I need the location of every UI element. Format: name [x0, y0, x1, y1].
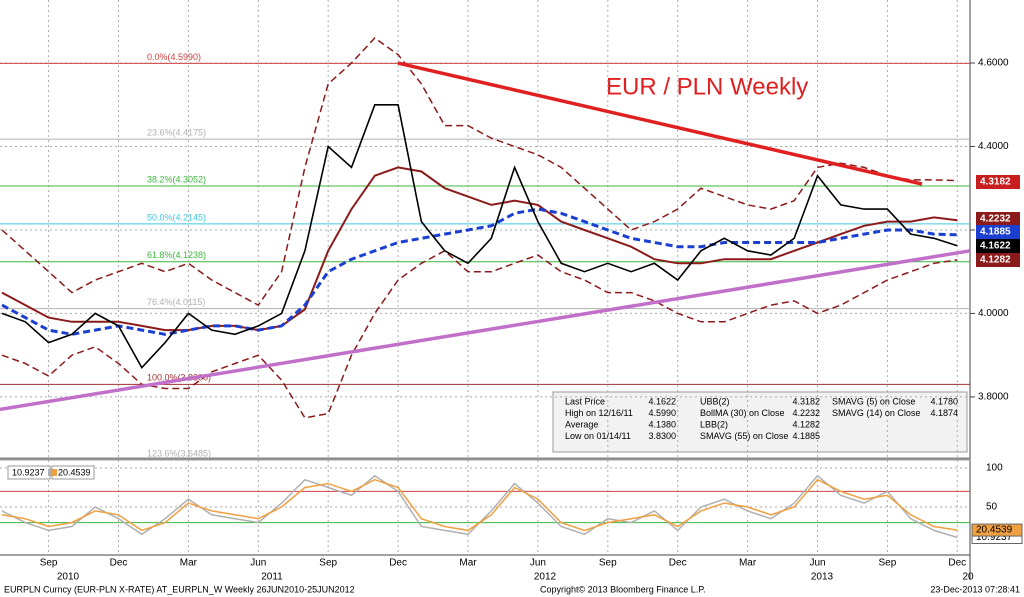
legend-label: 20.4539: [58, 467, 91, 477]
legend-value: 4.1282: [792, 419, 820, 429]
fib-label: 38.2%(4.3052): [147, 174, 206, 184]
y-tick-label: 4.4000: [978, 141, 1009, 152]
x-tick-label: Mar: [459, 558, 477, 569]
value-box: [976, 212, 1020, 226]
legend-label: LBB(2): [700, 419, 728, 429]
legend-label: Average: [565, 419, 598, 429]
value-box-label: 4.1282: [980, 255, 1011, 266]
x-tick-label: Sep: [319, 558, 337, 569]
series-line: [1, 37, 958, 307]
legend-value: 4.1874: [930, 408, 958, 418]
x-tick-label: Sep: [599, 558, 617, 569]
y-tick-label: 4.6000: [978, 58, 1009, 69]
footer-right: 23-Dec-2013 07:28:41: [930, 584, 1020, 594]
x-tick-label: Jun: [250, 558, 266, 569]
fib-label: 100.0%(3.8300): [147, 373, 211, 383]
legend-value: 4.1622: [648, 396, 676, 406]
year-label: 2012: [534, 572, 557, 583]
value-box-label: 20.4539: [976, 525, 1013, 536]
year-label: 20: [962, 572, 974, 583]
legend-value: 4.1780: [930, 396, 958, 406]
oscillator-line: [1, 478, 958, 532]
chart-title: EUR / PLN Weekly: [606, 73, 808, 100]
x-tick-label: Mar: [739, 558, 757, 569]
fib-label: 23.6%(4.4175): [147, 128, 206, 138]
year-label: 2011: [261, 572, 283, 583]
value-box: [976, 175, 1020, 189]
legend-label: Last Price: [565, 396, 605, 406]
value-box: [976, 225, 1020, 239]
y-tick-label: 100: [986, 463, 1003, 474]
x-tick-label: Dec: [948, 558, 966, 569]
footer-left: EURPLN Curncy (EUR-PLN X-RATE) AT_EURPLN…: [4, 584, 355, 594]
x-tick-label: Jun: [530, 558, 546, 569]
value-box: [976, 253, 1020, 267]
value-box: [971, 523, 1023, 537]
value-box: [976, 239, 1020, 253]
legend-label: BollMA (30) on Close: [700, 408, 785, 418]
x-tick-label: Sep: [879, 558, 897, 569]
legend-value: 3.8300: [648, 431, 676, 441]
value-box-label: 4.1885: [980, 227, 1011, 238]
y-tick-label: 3.8000: [978, 392, 1009, 403]
legend-label: SMAVG (55) on Close: [700, 431, 788, 441]
legend-swatch: [52, 469, 57, 476]
legend-value: 4.3182: [792, 396, 820, 406]
legend-value: 4.2232: [792, 408, 820, 418]
trend-line: [0, 249, 971, 412]
x-tick-label: Jun: [809, 558, 825, 569]
trend-line: [397, 61, 923, 186]
year-label: 2013: [811, 572, 834, 583]
series-line: [1, 207, 958, 336]
x-tick-label: Dec: [110, 558, 128, 569]
legend-label: SMAVG (14) on Close: [832, 408, 920, 418]
series-line: [1, 249, 958, 419]
x-tick-label: Mar: [180, 558, 198, 569]
legend-label: 10.9237: [12, 467, 45, 477]
legend-label: High on 12/16/11: [565, 408, 633, 418]
legend-swatch: [48, 469, 53, 476]
value-box-label: 4.2232: [980, 214, 1011, 225]
series-line: [1, 166, 958, 332]
value-box-label: 10.9237: [976, 532, 1013, 543]
legend-value: 4.1885: [792, 431, 820, 441]
x-tick-label: Dec: [669, 558, 687, 569]
legend-value: 4.5990: [648, 408, 676, 418]
value-box-label: 4.1622: [980, 241, 1011, 252]
legend-box: [552, 391, 968, 453]
x-tick-label: Sep: [40, 558, 58, 569]
fib-label: 50.0%(4.2145): [147, 212, 206, 222]
y-tick-label: 50: [986, 502, 998, 513]
legend-label: SMAVG (5) on Close: [832, 396, 915, 406]
legend-label: Low on 01/14/11: [565, 431, 631, 441]
fib-label: 76.4%(4.0115): [147, 297, 205, 307]
fib-label: 61.8%(4.1238): [147, 250, 206, 260]
fib-label: 123.6%(3.6485): [147, 448, 211, 458]
value-box-label: 4.3182: [980, 177, 1011, 188]
series-line: [1, 104, 958, 370]
footer-center: Copyright© 2013 Bloomberg Finance L.P.: [540, 584, 706, 594]
legend-value: 4.1380: [648, 419, 676, 429]
x-tick-label: Dec: [389, 558, 407, 569]
year-label: 2010: [57, 572, 80, 583]
fib-label: 0.0%(4.5990): [147, 52, 201, 62]
legend-label: UBB(2): [700, 396, 730, 406]
y-tick-label: 4.0000: [978, 308, 1009, 319]
